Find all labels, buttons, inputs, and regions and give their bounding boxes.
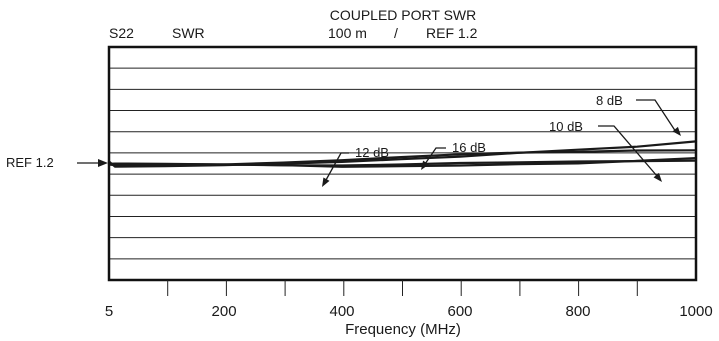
trace-12db (107, 159, 698, 167)
annotation-leader-12db (325, 152, 349, 181)
traces (107, 140, 698, 168)
reference-header-label: REF 1.2 (426, 25, 478, 41)
x-axis-ticks: 5 200 400 600 800 1000 (105, 280, 713, 320)
annotation-label-8db: 8 dB (596, 93, 623, 108)
grid (109, 67, 696, 260)
chart-title: COUPLED PORT SWR (330, 7, 477, 23)
scale-label: 100 m (328, 25, 367, 41)
x-tick-label: 200 (212, 303, 237, 320)
annotation-label-16db: 16 dB (452, 140, 486, 155)
measurement-label: S22 (109, 25, 134, 41)
x-tick-label: 1000 (679, 303, 712, 320)
annotation-label-10db: 10 dB (549, 119, 583, 134)
annotation-arrow-8db (672, 126, 681, 136)
x-axis-label: Frequency (MHz) (345, 321, 461, 338)
reference-level-label: REF 1.2 (6, 155, 54, 170)
annotation-leader-16db (424, 147, 446, 165)
trace-16db (107, 149, 698, 167)
annotation-arrow-10db (653, 172, 662, 182)
chart-header: COUPLED PORT SWR S22 SWR 100 m / REF 1.2 (109, 7, 478, 41)
reference-marker: REF 1.2 (6, 155, 108, 170)
reference-arrow-head (98, 159, 108, 167)
annotation-leader-8db (636, 99, 677, 133)
annotation-label-12db: 12 dB (355, 145, 389, 160)
x-tick-label: 400 (330, 303, 355, 320)
x-tick-label: 800 (565, 303, 590, 320)
x-tick-label: 600 (448, 303, 473, 320)
annotation-leader-10db (598, 125, 658, 177)
x-tick-label: 5 (105, 303, 113, 320)
format-label: SWR (172, 25, 205, 41)
scale-separator: / (394, 25, 398, 41)
annotation-arrow-12db (322, 177, 330, 187)
trace-annotations: 8 dB 10 dB 12 dB 16 dB (322, 93, 681, 187)
annotation-arrow-16db (421, 160, 429, 170)
